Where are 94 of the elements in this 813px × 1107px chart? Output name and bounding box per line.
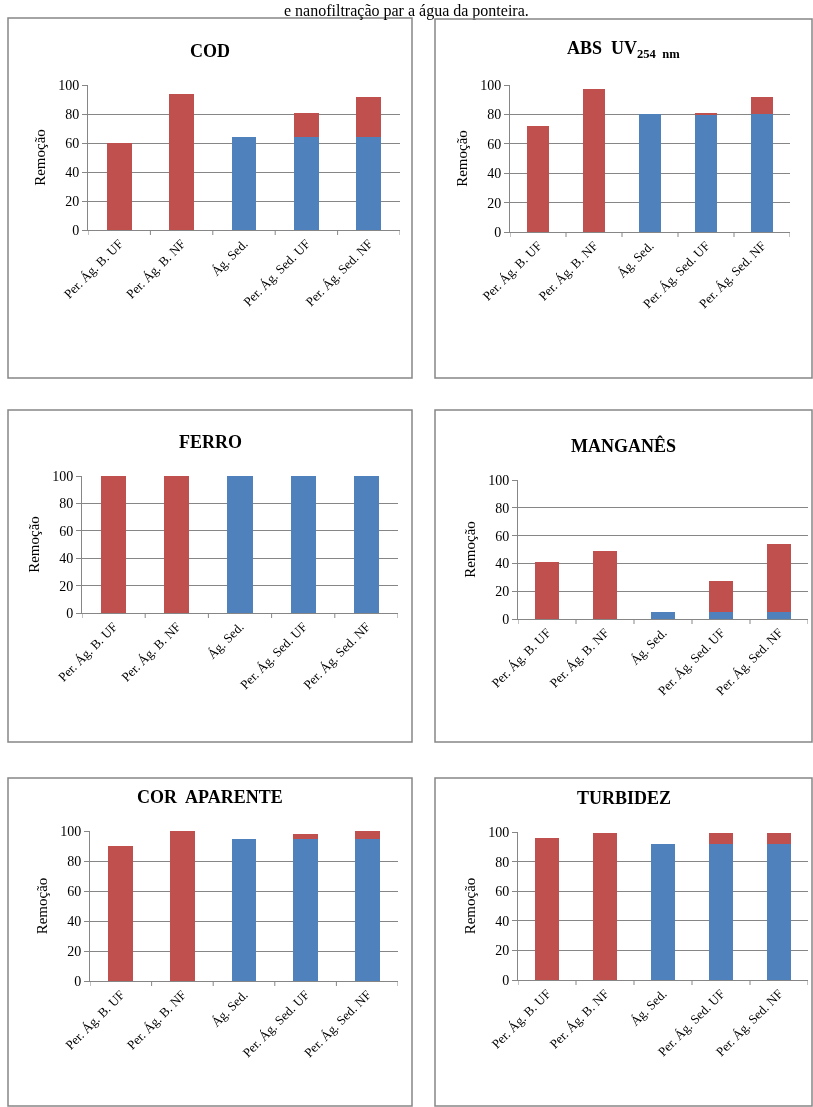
- y-tick-label: 80: [487, 107, 502, 123]
- y-tick-label: 80: [495, 500, 510, 516]
- bar: [750, 96, 774, 115]
- y-tick-label: 100: [480, 77, 502, 93]
- x-tick-label: Ág. Sed.: [627, 625, 670, 668]
- bar: [170, 831, 195, 981]
- bar: [106, 143, 132, 230]
- y-tick-label: 100: [60, 823, 82, 839]
- y-tick-label: 80: [59, 496, 74, 512]
- bar: [593, 833, 617, 980]
- y-axis-title: Remoção: [454, 130, 471, 187]
- bar: [709, 833, 733, 844]
- text: e nanofiltração par a água da ponteira.: [284, 2, 529, 20]
- bar: [593, 550, 617, 619]
- y-tick-label: 20: [65, 193, 80, 209]
- y-tick-label: 40: [495, 556, 510, 572]
- bar: [694, 112, 718, 115]
- y-tick-label: 40: [65, 164, 80, 180]
- bar: [767, 843, 791, 980]
- x-tick-label: Ág. Sed.: [204, 619, 247, 662]
- x-tick-label: Ág. Sed.: [208, 987, 251, 1030]
- bar: [767, 833, 791, 844]
- bar: [767, 543, 791, 613]
- y-tick-label: 40: [67, 913, 82, 929]
- bar: [535, 837, 559, 980]
- y-tick-label: 0: [502, 611, 510, 627]
- bar: [108, 846, 134, 981]
- x-tick-label: Ág. Sed.: [614, 238, 657, 281]
- y-tick-label: 80: [495, 854, 510, 870]
- bar: [709, 581, 733, 613]
- y-tick-label: 60: [487, 136, 502, 152]
- bar: [293, 112, 319, 138]
- x-tick-label: Ág. Sed.: [627, 986, 670, 1029]
- y-tick-label: 100: [52, 468, 74, 484]
- x-tick-label: Per. Ág. B. NF: [123, 236, 189, 302]
- bar: [231, 137, 257, 230]
- x-tick-label: Per. Ág. B. UF: [60, 236, 126, 302]
- bar: [169, 93, 195, 230]
- y-axis-title: Remoção: [34, 877, 51, 935]
- y-tick-label: 60: [495, 528, 510, 544]
- y-axis-title: Remoção: [462, 877, 479, 935]
- y-tick-label: 40: [59, 551, 74, 567]
- y-tick-label: 0: [502, 972, 510, 988]
- y-tick-label: 60: [495, 884, 510, 900]
- y-tick-label: 0: [66, 605, 74, 621]
- y-axis-title: Remoção: [32, 129, 49, 186]
- bar: [651, 612, 675, 619]
- bar: [354, 831, 380, 839]
- y-axis-title: Remoção: [26, 516, 43, 573]
- y-tick-label: 20: [487, 195, 502, 211]
- bar: [651, 843, 675, 980]
- bar: [638, 114, 662, 232]
- bar: [709, 612, 733, 619]
- bar: [293, 838, 318, 981]
- bar: [526, 126, 550, 232]
- y-tick-label: 40: [487, 166, 502, 182]
- bar: [354, 838, 380, 981]
- y-tick-label: 100: [488, 824, 510, 840]
- x-tick-label: Ág. Sed.: [208, 236, 251, 279]
- bar: [694, 114, 718, 232]
- y-tick-label: 0: [74, 973, 82, 989]
- y-tick-label: 0: [494, 224, 502, 240]
- chart-title: FERRO: [179, 432, 242, 452]
- chart-title: COD: [190, 41, 230, 61]
- y-axis-title: Remoção: [462, 521, 479, 578]
- bar: [767, 612, 791, 619]
- y-tick-label: 100: [488, 472, 510, 488]
- y-tick-label: 80: [67, 853, 82, 869]
- x-tick-label: Per. Ág. B. UF: [55, 619, 121, 685]
- bar: [709, 843, 733, 980]
- y-tick-label: 60: [65, 135, 80, 151]
- chart-title: MANGANÊS: [571, 435, 677, 456]
- y-tick-label: 80: [65, 106, 80, 122]
- y-tick-label: 40: [495, 913, 510, 929]
- y-tick-label: 20: [67, 943, 82, 959]
- chart-title: ABS UV$_{254 nm}$: [567, 38, 681, 61]
- bar: [356, 137, 382, 230]
- y-tick-label: 20: [59, 578, 74, 594]
- y-tick-label: 0: [72, 222, 80, 238]
- chart-title: TURBIDEZ: [577, 788, 672, 808]
- bar: [750, 114, 774, 232]
- y-tick-label: 60: [59, 523, 74, 539]
- y-tick-label: 60: [67, 883, 82, 899]
- bar: [231, 838, 257, 981]
- bar: [535, 562, 559, 619]
- bar: [293, 137, 319, 230]
- y-tick-label: 20: [495, 943, 510, 959]
- y-tick-label: 20: [495, 584, 510, 600]
- bar: [582, 89, 606, 232]
- bar: [356, 96, 382, 138]
- y-tick-label: 100: [58, 77, 80, 93]
- chart-title: COR APARENTE: [137, 787, 283, 807]
- bar: [293, 834, 318, 839]
- x-tick-label: Per. Ág. B. NF: [118, 619, 184, 685]
